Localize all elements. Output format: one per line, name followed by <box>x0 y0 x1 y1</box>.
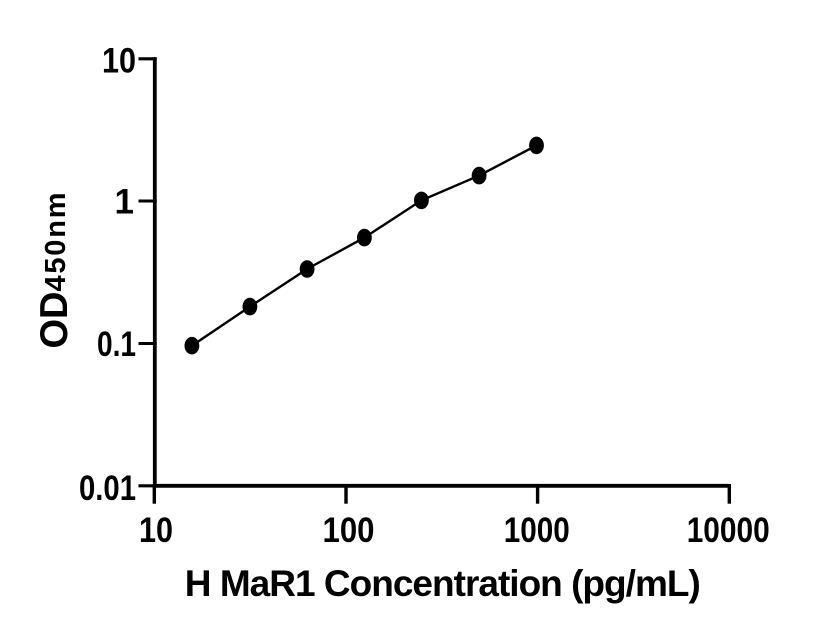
svg-text:OD450nm: OD450nm <box>33 193 76 349</box>
svg-text:1: 1 <box>115 183 134 222</box>
svg-text:0.1: 0.1 <box>97 325 136 364</box>
svg-text:1000: 1000 <box>504 511 570 550</box>
svg-text:10: 10 <box>102 41 136 80</box>
svg-text:100: 100 <box>323 511 375 550</box>
svg-text:0.01: 0.01 <box>79 469 136 508</box>
svg-text:H MaR1 Concentration (pg/mL): H MaR1 Concentration (pg/mL) <box>185 563 701 604</box>
svg-text:10: 10 <box>139 511 173 550</box>
svg-text:10000: 10000 <box>687 511 770 550</box>
